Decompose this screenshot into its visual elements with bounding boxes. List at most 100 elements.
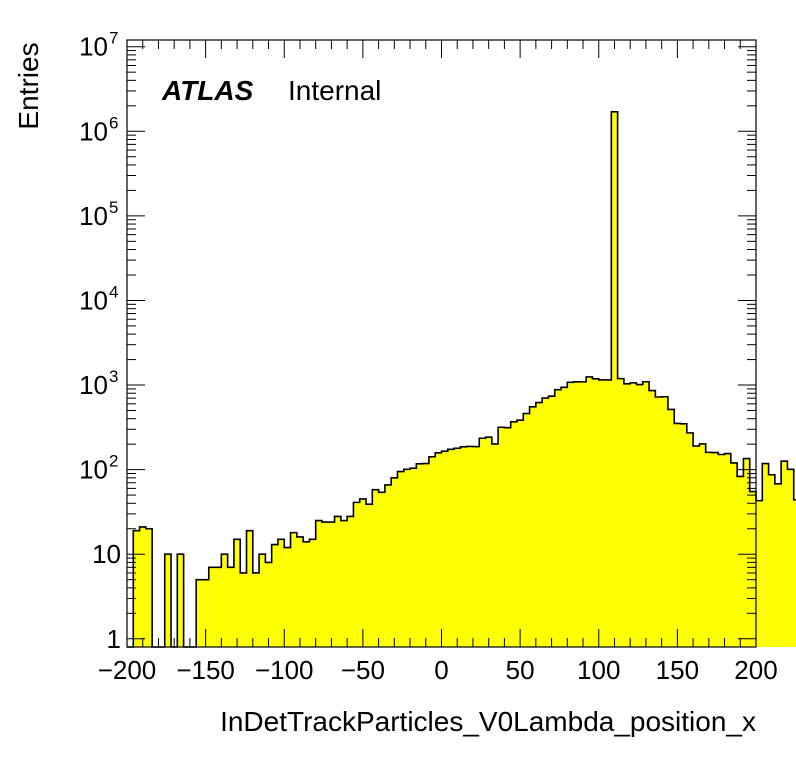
histogram-bar <box>466 446 473 647</box>
x-tick-label: 100 <box>577 655 620 685</box>
histogram-bar <box>655 397 662 647</box>
histogram-bar <box>340 520 348 647</box>
histogram-bar <box>359 498 367 647</box>
y-tick-label: 10 <box>79 32 108 62</box>
histogram-bars <box>127 110 796 648</box>
histogram-bar <box>403 469 411 647</box>
x-tick-label: −50 <box>341 655 385 685</box>
histogram-bar <box>265 562 272 647</box>
histogram-bar <box>428 456 436 647</box>
histogram-bar <box>309 539 316 647</box>
histogram-bar <box>196 579 203 647</box>
histogram-bar <box>384 484 392 647</box>
histogram-bar <box>378 492 385 647</box>
x-tick-label: 50 <box>506 655 535 685</box>
histogram-bar <box>693 446 700 647</box>
histogram-bar <box>793 499 796 647</box>
histogram-bar <box>221 554 228 647</box>
histogram-bar <box>447 449 455 647</box>
y-tick-exponent: 7 <box>109 29 118 48</box>
y-tick-exponent: 2 <box>109 452 118 471</box>
histogram-bar <box>347 516 354 647</box>
histogram-bar <box>724 453 731 647</box>
histogram-bar <box>391 477 398 647</box>
histogram-bar <box>284 547 291 647</box>
histogram-bar <box>592 378 599 647</box>
histogram-bar <box>510 421 517 647</box>
y-tick-exponent: 5 <box>109 198 118 217</box>
histogram-bar <box>410 468 417 647</box>
histogram-bar <box>523 413 530 647</box>
histogram-bar <box>699 443 706 647</box>
histogram-bar <box>145 528 153 647</box>
y-tick-label: 10 <box>79 201 108 231</box>
histogram-bar <box>598 379 606 647</box>
histogram-bar <box>422 463 429 647</box>
histogram-bar <box>680 423 687 647</box>
x-tick-label: −100 <box>255 655 314 685</box>
histogram-bar <box>296 536 304 647</box>
histogram-bar <box>774 483 782 647</box>
histogram-bar <box>667 409 675 647</box>
histogram-bar <box>605 379 612 647</box>
histogram-bar <box>756 500 763 647</box>
histogram-bar <box>454 448 461 647</box>
histogram-bar <box>208 567 216 647</box>
y-tick-exponent: 4 <box>109 282 118 301</box>
histogram-bar <box>472 446 480 647</box>
histogram-bar <box>227 567 234 647</box>
histogram-bar <box>705 452 712 647</box>
histogram-bar <box>586 376 593 647</box>
histogram-bar <box>542 398 549 647</box>
histogram-bar <box>460 446 467 647</box>
histogram-bar <box>674 423 681 647</box>
histogram-bar <box>441 451 448 647</box>
histogram-bar <box>277 539 285 647</box>
histogram-bar <box>561 387 568 647</box>
y-tick-label: 10 <box>79 370 108 400</box>
histogram-bar <box>290 532 297 647</box>
histogram-bar <box>636 384 643 647</box>
histogram-bar <box>498 427 505 647</box>
histogram-bar <box>240 572 247 647</box>
histogram-bar <box>416 463 423 647</box>
histogram-bar <box>485 437 492 647</box>
histogram-bar <box>642 381 650 647</box>
y-tick-label: 10 <box>79 285 108 315</box>
x-tick-label: 150 <box>656 655 699 685</box>
histogram-bar <box>271 544 278 647</box>
histogram-bar <box>252 572 260 647</box>
histogram-bar <box>718 454 725 647</box>
histogram-bar <box>630 382 637 647</box>
histogram-bar <box>334 516 341 647</box>
histogram-bar <box>397 471 404 647</box>
histogram-bar <box>516 420 524 647</box>
histogram-bar <box>623 383 631 647</box>
histogram-bar <box>749 491 756 647</box>
y-tick-exponent: 6 <box>109 113 118 132</box>
histogram-bar <box>573 381 580 647</box>
x-tick-label: −200 <box>98 655 157 685</box>
histogram-bar <box>372 489 379 647</box>
histogram-bar <box>730 462 738 647</box>
histogram-bar <box>661 396 668 647</box>
histogram-bar <box>233 539 241 647</box>
histogram-bar <box>711 452 719 647</box>
histogram-bar <box>686 432 694 647</box>
histogram-bar <box>535 402 543 647</box>
y-axis-label: Entries <box>13 42 44 129</box>
atlas-label: ATLAS <box>161 75 254 106</box>
histogram-bar <box>139 526 146 647</box>
histogram-bar <box>215 567 222 647</box>
histogram-bar <box>246 530 253 647</box>
histogram-bar <box>164 554 172 647</box>
y-tick-label: 10 <box>79 455 108 485</box>
histogram-bar <box>617 378 624 647</box>
histogram-bar <box>611 111 618 647</box>
histogram-bar <box>743 458 750 647</box>
histogram-bar <box>781 461 788 647</box>
x-tick-label: 0 <box>434 655 448 685</box>
histogram-bar <box>177 554 184 647</box>
histogram-bar <box>762 463 769 647</box>
